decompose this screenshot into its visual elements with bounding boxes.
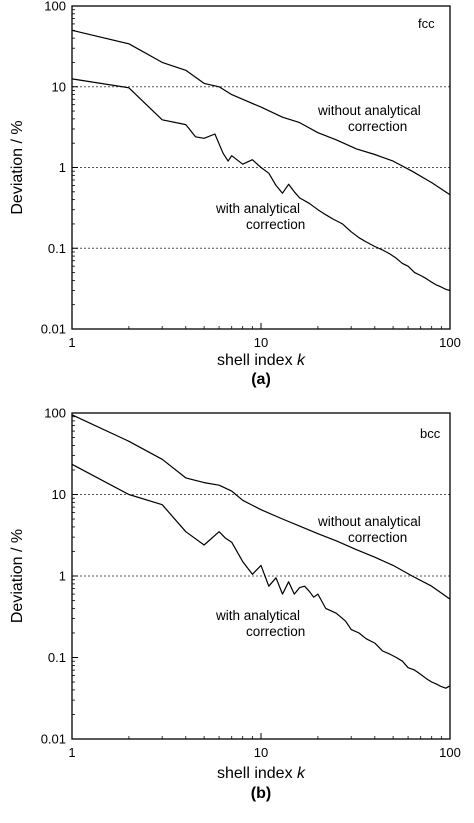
annotation-without: correction: [348, 530, 407, 545]
series-line-with: [71, 78, 451, 292]
x-tick-label: 100: [439, 745, 461, 760]
y-tick-label: 1: [59, 569, 66, 584]
y-tick-label: 0.1: [48, 650, 66, 665]
chart-panel-b: 0.01 0.1 1 10 100 1 10 100 bcc without analytical…: [9, 406, 461, 803]
annotation-without: without analytical: [317, 103, 421, 118]
y-axis-label: Deviation / %: [9, 529, 26, 623]
structure-label: fcc: [418, 16, 435, 31]
y-tick-label: 100: [44, 406, 66, 421]
y-tick-label: 0.1: [48, 241, 66, 256]
annotation-with: correction: [246, 624, 305, 639]
annotation-with: with analytical: [215, 608, 300, 623]
x-axis-label: shell index k: [217, 765, 306, 782]
y-tick-label: 1: [59, 160, 66, 175]
series-line-without: [71, 414, 451, 600]
annotation-without: correction: [348, 119, 407, 134]
x-tick-label: 1: [68, 335, 75, 350]
y-tick-label: 0.01: [41, 322, 66, 337]
annotation-without: without analytical: [317, 514, 421, 529]
series-line-without: [71, 29, 451, 196]
y-tick-label: 10: [52, 79, 66, 94]
y-axis-label: Deviation / %: [9, 120, 26, 214]
annotation-with: with analytical: [215, 201, 300, 216]
structure-label: bcc: [420, 426, 441, 441]
x-axis-label: shell index k: [217, 352, 306, 369]
panel-label: (b): [251, 785, 271, 802]
y-tick-label: 10: [52, 487, 66, 502]
x-tick-label: 1: [68, 745, 75, 760]
series-line-with: [71, 463, 451, 689]
y-tick-label: 100: [44, 0, 66, 14]
x-tick-label: 10: [254, 335, 268, 350]
x-tick-label: 100: [439, 335, 461, 350]
x-tick-label: 10: [254, 745, 268, 760]
panel-label: (a): [251, 371, 271, 388]
chart-panel-a: 0.01 0.1 1 10 100 1 10 100 fcc without analytical…: [9, 0, 461, 388]
y-tick-label: 0.01: [41, 732, 66, 747]
annotation-with: correction: [246, 217, 305, 232]
